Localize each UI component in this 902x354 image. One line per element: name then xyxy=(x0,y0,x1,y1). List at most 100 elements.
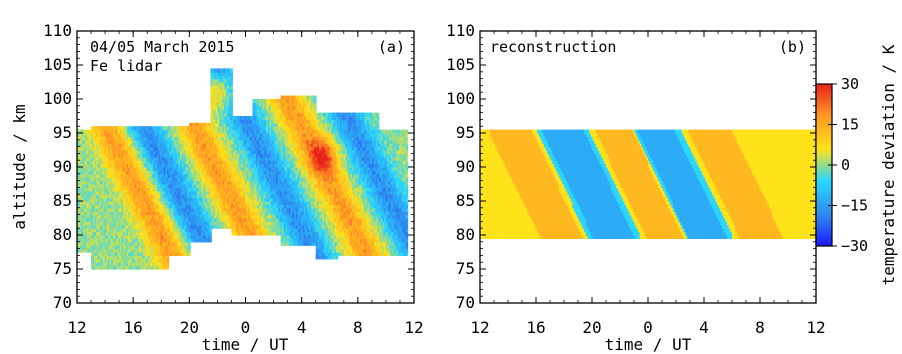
heatmap-cell-a xyxy=(239,207,243,212)
heatmap-cell-a xyxy=(78,194,81,199)
heatmap-cell-a xyxy=(267,126,270,131)
heatmap-cell-a xyxy=(165,133,168,137)
heatmap-cell-a xyxy=(146,129,149,134)
heatmap-cell-a xyxy=(143,221,146,226)
heatmap-cell-a xyxy=(85,211,88,216)
heatmap-cell-a xyxy=(119,167,122,171)
heatmap-cell-a xyxy=(218,163,222,168)
heatmap-cell-a xyxy=(274,180,277,185)
heatmap-cell-a xyxy=(280,156,283,161)
heatmap-cell-a xyxy=(96,150,99,154)
heatmap-cell-a xyxy=(155,221,158,226)
heatmap-cell-a xyxy=(114,136,117,141)
heatmap-cell-a xyxy=(126,238,129,243)
heatmap-cell-a xyxy=(91,173,94,178)
heatmap-cell-a xyxy=(207,187,211,192)
heatmap-cell-a xyxy=(238,228,241,233)
heatmap-cell-a xyxy=(128,211,131,216)
heatmap-cell-a xyxy=(106,218,109,222)
heatmap-cell-a xyxy=(186,177,190,182)
heatmap-cell-a xyxy=(181,231,185,236)
heatmap-cell-a xyxy=(218,173,222,178)
heatmap-cell-a xyxy=(138,160,141,165)
heatmap-cell-a xyxy=(215,197,218,202)
heatmap-cell-a xyxy=(151,258,154,263)
heatmap-cell-a xyxy=(114,258,117,263)
heatmap-cell-a xyxy=(220,146,223,151)
heatmap-cell-a xyxy=(196,207,199,212)
heatmap-cell-a xyxy=(112,201,116,205)
heatmap-cell-a xyxy=(186,180,190,185)
heatmap-cell-a xyxy=(233,126,236,131)
heatmap-cell-a xyxy=(223,156,227,161)
heatmap-cell-a xyxy=(144,228,148,233)
heatmap-cell-a xyxy=(248,218,251,222)
heatmap-cell-a xyxy=(212,99,215,103)
heatmap-cell-a xyxy=(151,160,154,165)
heatmap-cell-a xyxy=(166,255,170,260)
heatmap-cell-a xyxy=(111,197,114,202)
heatmap-cell-a xyxy=(254,207,257,212)
heatmap-cell-a xyxy=(213,184,217,188)
heatmap-cell-a xyxy=(194,197,197,202)
heatmap-cell-a xyxy=(180,194,183,199)
heatmap-cell-a xyxy=(112,167,116,171)
heatmap-cell-a xyxy=(249,207,253,212)
heatmap-cell-a xyxy=(175,143,178,148)
heatmap-cell-a xyxy=(252,146,255,151)
heatmap-cell-a xyxy=(185,194,188,199)
heatmap-cell-a xyxy=(194,173,197,178)
heatmap-cell-a xyxy=(192,126,195,131)
heatmap-cell-a xyxy=(158,231,161,236)
heatmap-cell-a xyxy=(222,150,225,154)
heatmap-cell-a xyxy=(175,177,178,182)
heatmap-cell-a xyxy=(269,99,272,103)
heatmap-cell-a xyxy=(185,190,188,195)
heatmap-cell-a xyxy=(272,167,276,171)
heatmap-cell-a xyxy=(112,235,116,239)
heatmap-cell-a xyxy=(101,177,104,182)
heatmap-cell-a xyxy=(276,99,279,103)
heatmap-cell-a xyxy=(207,214,211,219)
heatmap-cell-a xyxy=(204,207,207,212)
heatmap-cell-a xyxy=(260,156,264,161)
heatmap-cell-a xyxy=(218,136,222,141)
heatmap-cell-a xyxy=(252,214,255,219)
heatmap-cell-a xyxy=(131,197,134,202)
heatmap-cell-a xyxy=(112,221,116,226)
heatmap-cell-a xyxy=(212,218,215,222)
heatmap-cell-a xyxy=(155,241,158,246)
heatmap-cell-a xyxy=(173,224,176,229)
heatmap-cell-a xyxy=(271,167,274,171)
heatmap-cell-a xyxy=(266,207,269,212)
heatmap-cell-a xyxy=(257,194,260,199)
heatmap-cell-a xyxy=(169,252,173,256)
heatmap-cell-a xyxy=(143,136,146,141)
heatmap-cell-a xyxy=(189,129,192,134)
heatmap-cell-a xyxy=(87,184,90,188)
heatmap-cell-a xyxy=(210,146,213,151)
heatmap-cell-a xyxy=(259,105,262,110)
heatmap-cell-a xyxy=(213,204,217,209)
heatmap-cell-a xyxy=(217,207,220,212)
heatmap-cell-a xyxy=(277,160,281,165)
heatmap-cell-a xyxy=(109,255,112,260)
heatmap-cell-a xyxy=(85,180,88,185)
heatmap-cell-a xyxy=(82,139,85,144)
heatmap-cell-a xyxy=(173,211,176,216)
heatmap-cell-a xyxy=(118,133,121,137)
heatmap-cell-a xyxy=(118,177,121,182)
heatmap-cell-a xyxy=(143,190,146,195)
heatmap-cell-a xyxy=(146,126,149,131)
heatmap-cell-a xyxy=(234,204,238,209)
heatmap-cell-a xyxy=(80,163,83,168)
heatmap-cell-a xyxy=(102,194,106,199)
heatmap-cell-a xyxy=(166,197,170,202)
heatmap-cell-a xyxy=(176,252,179,256)
heatmap-cell-a xyxy=(234,224,238,229)
heatmap-cell-a xyxy=(155,211,158,216)
heatmap-cell-a xyxy=(227,218,230,222)
heatmap-cell-a xyxy=(213,78,217,83)
heatmap-cell-a xyxy=(267,177,270,182)
heatmap-cell-a xyxy=(85,221,88,226)
